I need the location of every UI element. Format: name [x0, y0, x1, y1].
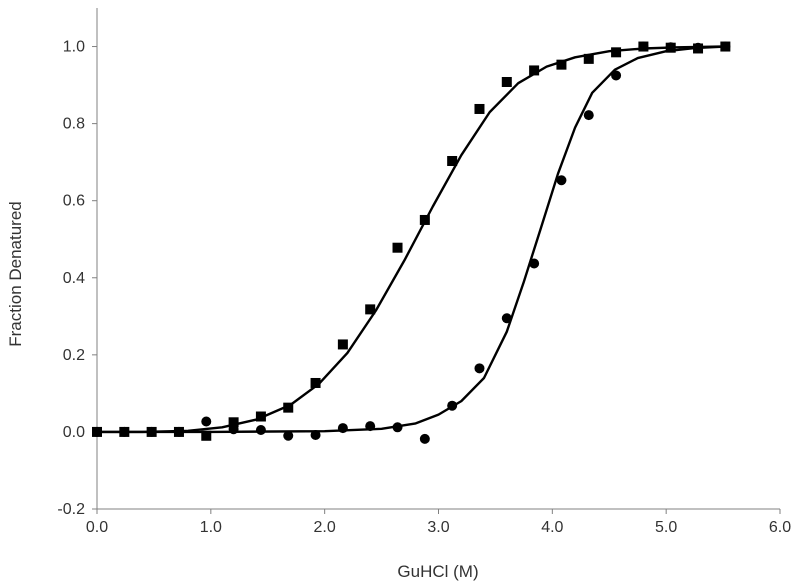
data-point-square — [529, 65, 540, 76]
data-point-circle — [119, 426, 130, 437]
data-point-square — [365, 304, 376, 315]
data-point-circle — [720, 41, 731, 52]
y-tick-label: 0.0 — [63, 424, 85, 441]
x-axis-title: GuHCl (M) — [397, 562, 478, 581]
data-point-circle — [392, 422, 403, 433]
data-point-circle — [310, 430, 321, 441]
y-tick-label: 1.0 — [63, 39, 85, 56]
data-point-circle — [556, 175, 567, 186]
data-point-square — [337, 339, 348, 350]
plot-area — [92, 41, 731, 444]
x-tick-label: 3.0 — [427, 519, 449, 536]
x-tick-label: 1.0 — [200, 519, 222, 536]
data-point-square — [611, 47, 622, 58]
x-tick-label: 6.0 — [769, 519, 791, 536]
data-point-circle — [665, 42, 676, 53]
data-point-circle — [201, 416, 212, 427]
data-point-circle — [447, 400, 458, 411]
data-point-circle — [611, 70, 622, 81]
series-1 — [92, 41, 731, 441]
y-axis-title: Fraction Denatured — [6, 201, 25, 347]
x-tick-label: 5.0 — [655, 519, 677, 536]
data-point-circle — [529, 258, 540, 269]
y-tick-label: 0.8 — [63, 116, 85, 133]
data-point-circle — [474, 363, 485, 374]
data-point-circle — [255, 424, 266, 435]
fit-curve — [97, 45, 726, 434]
data-point-circle — [173, 426, 184, 437]
data-point-circle — [419, 433, 430, 444]
data-point-square — [447, 155, 458, 166]
data-point-circle — [583, 110, 594, 121]
y-tick-label: 0.2 — [63, 347, 85, 364]
series-2 — [92, 41, 731, 444]
data-point-circle — [337, 423, 348, 434]
data-point-square — [474, 103, 485, 114]
data-point-square — [419, 214, 430, 225]
data-point-square — [501, 76, 512, 87]
data-point-circle — [146, 426, 157, 437]
x-tick-label: 2.0 — [314, 519, 336, 536]
y-tick-label: -0.2 — [57, 501, 85, 518]
data-point-square — [228, 417, 239, 428]
data-point-circle — [501, 313, 512, 324]
data-point-square — [583, 53, 594, 64]
data-point-square — [556, 59, 567, 70]
data-point-circle — [638, 41, 649, 52]
data-point-square — [255, 411, 266, 422]
data-point-square — [310, 377, 321, 388]
x-tick-label: 4.0 — [541, 519, 563, 536]
data-point-circle — [365, 421, 376, 432]
data-point-square — [392, 242, 403, 253]
y-tick-label: 0.4 — [63, 270, 85, 287]
data-point-circle — [283, 430, 294, 441]
data-point-square — [201, 430, 212, 441]
data-point-square — [283, 402, 294, 413]
y-tick-label: 0.6 — [63, 193, 85, 210]
axes: 0.0 1.0 2.0 3.0 4.0 5.0 6.0-0.20.00.20.40.60.8… — [57, 8, 791, 536]
data-point-circle — [92, 426, 102, 437]
data-point-circle — [228, 424, 239, 435]
fit-curve — [97, 45, 726, 434]
data-point-circle — [693, 42, 704, 53]
x-tick-label: 0.0 — [86, 519, 108, 536]
